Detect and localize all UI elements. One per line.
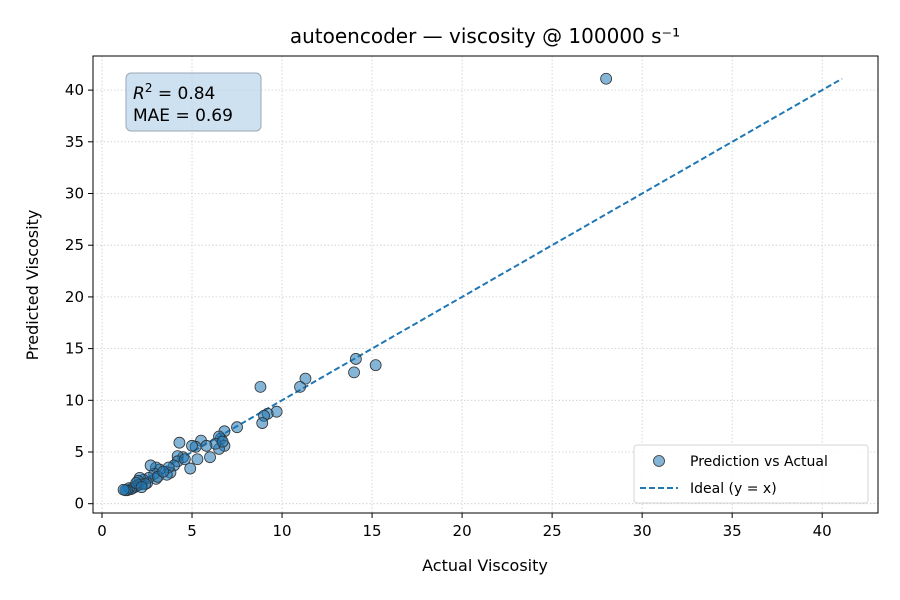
mae-text: MAE = 0.69 [133,106,233,126]
y-tick-label: 0 [74,495,84,513]
chart-title: autoencoder — viscosity @ 100000 s⁻¹ [290,24,680,48]
y-tick-label: 20 [65,288,84,306]
y-tick-label: 30 [65,185,84,203]
data-point [369,359,382,372]
data-point [204,451,216,464]
x-tick-label: 30 [633,522,652,540]
data-point [186,439,198,452]
x-tick-label: 35 [723,522,742,540]
data-point [135,481,148,494]
data-points [117,72,613,497]
r2-symbol: R [133,84,145,104]
data-point [184,462,197,475]
x-axis-label: Actual Viscosity [422,556,548,575]
data-point [178,453,191,466]
legend-marker-points [653,455,665,467]
data-point [348,366,360,379]
metrics-box: R2 = 0.84 MAE = 0.69 [125,72,262,132]
x-tick-label: 10 [273,522,292,540]
legend-background [633,444,869,504]
data-point [294,380,306,393]
axis-ticks: 0 5 10 15 20 25 30 35 40 0 5 10 15 20 25 30 35 40 [65,81,832,540]
metrics-box-background [125,72,262,132]
data-point [256,417,269,429]
y-tick-label: 25 [65,236,84,254]
data-point [173,436,186,449]
legend-label-ideal-line: Ideal (y = x) [690,481,777,497]
data-point [144,459,157,472]
legend-label-points: Prediction vs Actual [690,454,828,470]
r2-text: R2 = 0.84 [133,81,215,104]
y-tick-label: 40 [65,81,84,99]
data-point [600,72,613,85]
data-point [200,439,213,452]
data-point [216,435,229,448]
ideal-line [123,77,843,493]
plot-frame [92,55,879,514]
y-tick-label: 15 [65,340,84,358]
y-tick-label: 5 [74,443,84,461]
data-point [157,465,170,478]
x-tick-label: 0 [97,522,107,540]
x-tick-label: 40 [813,522,832,540]
x-tick-label: 25 [543,522,562,540]
y-tick-label: 35 [65,133,84,151]
data-point [117,483,130,496]
ideal-line-layer [123,77,843,493]
data-point [254,380,267,393]
r2-value: = 0.84 [152,84,215,104]
r2-superscript: 2 [145,81,153,95]
x-tick-label: 5 [187,522,197,540]
y-tick-label: 10 [65,391,84,409]
y-axis-label: Predicted Viscosity [23,210,42,361]
x-tick-label: 20 [453,522,472,540]
x-tick-label: 15 [363,522,382,540]
data-point [299,372,312,385]
data-point [191,453,204,466]
legend: Prediction vs Actual Ideal (y = x) [633,444,869,504]
data-point [349,353,362,365]
data-point [231,421,243,434]
